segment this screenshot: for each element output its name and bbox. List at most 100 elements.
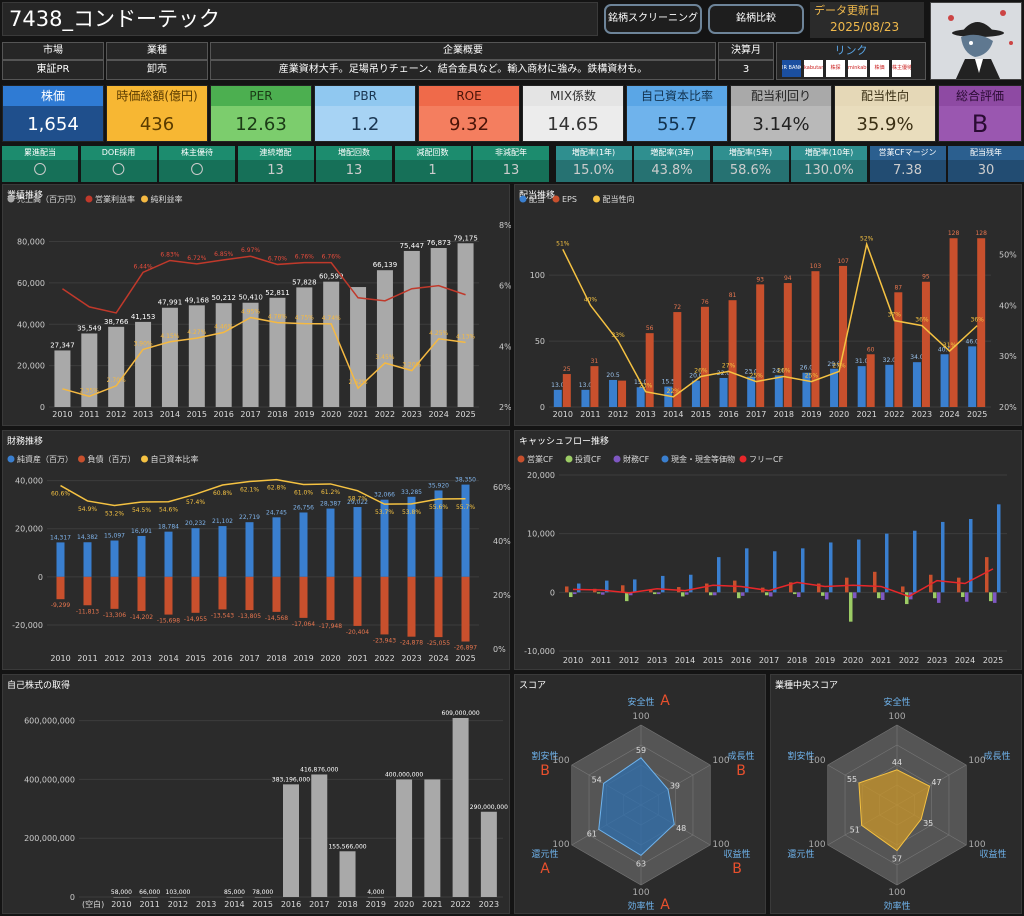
x-tick: 2017 bbox=[240, 410, 260, 419]
x-tick: 2021 bbox=[871, 656, 891, 665]
compare-button[interactable]: 銘柄比較 bbox=[708, 4, 804, 34]
y-tick: 40,000 bbox=[17, 320, 45, 329]
market-value: 東証PR bbox=[2, 60, 104, 80]
sales-bar bbox=[430, 248, 447, 407]
x-tick: 2025 bbox=[967, 410, 987, 419]
y-tick: 600,000,000 bbox=[24, 717, 75, 726]
cf-bar-op bbox=[705, 583, 709, 593]
market-label: 市場 bbox=[2, 42, 104, 60]
x-tick: 2022 bbox=[450, 900, 470, 909]
x-tick: 2017 bbox=[759, 656, 779, 665]
x-tick: 2010 bbox=[52, 410, 72, 419]
y-tick: -10,000 bbox=[524, 647, 555, 656]
eps-bar bbox=[673, 312, 682, 407]
dividend-label: 13.0 bbox=[551, 382, 565, 389]
bar-label: 50,410 bbox=[238, 294, 263, 302]
net-label: 4.78% bbox=[268, 314, 287, 321]
kpi-9: 総合評価 B bbox=[938, 85, 1022, 142]
x-tick: 2017 bbox=[746, 410, 766, 419]
x-tick: 2019 bbox=[801, 410, 821, 419]
cf-bar-cash bbox=[577, 583, 581, 593]
y2-tick: 6% bbox=[499, 282, 511, 291]
legend-dot bbox=[565, 455, 573, 463]
x-tick: 2024 bbox=[939, 410, 959, 419]
cf-bar-fin bbox=[713, 592, 717, 596]
bar-label: 79,175 bbox=[453, 234, 478, 242]
net-label: 2.62% bbox=[349, 379, 368, 386]
cf-bar-op bbox=[873, 571, 877, 593]
stat-2: 株主優待〇 bbox=[159, 146, 235, 182]
link-1[interactable]: kabutan bbox=[804, 60, 823, 77]
kpi-label: 総合評価 bbox=[939, 86, 1021, 106]
kpi-2: PER 12.63 bbox=[210, 85, 312, 142]
radar-axis-label: 成長性 bbox=[727, 750, 754, 762]
net-assets-bar bbox=[272, 517, 281, 577]
y-tick: 0 bbox=[38, 573, 43, 582]
x-tick: 2019 bbox=[294, 410, 314, 419]
radar-value: 55 bbox=[847, 775, 857, 784]
net-assets-label: 22,719 bbox=[239, 514, 260, 521]
net-assets-bar bbox=[137, 535, 146, 577]
x-tick: 2024 bbox=[429, 410, 449, 419]
payout-label: 40% bbox=[584, 296, 598, 303]
x-tick: 2021 bbox=[422, 900, 442, 909]
liability-bar bbox=[380, 576, 389, 635]
op-label: 6.76% bbox=[322, 254, 341, 261]
stat-label: 営業CFマージン bbox=[869, 146, 946, 160]
net-assets-label: 14,382 bbox=[77, 534, 98, 541]
link-5[interactable]: 株主優待 bbox=[892, 60, 911, 77]
y2-tick: 40% bbox=[493, 537, 511, 546]
performance-chart: 売上高（百万円） 営業利益率 純利益率 0 20,000 40,000 60,000 80,0… bbox=[7, 194, 511, 419]
x-tick: 2013 bbox=[636, 410, 656, 419]
buyback-bar bbox=[254, 896, 271, 898]
sales-bar bbox=[108, 326, 125, 407]
net-assets-bar bbox=[434, 490, 443, 577]
legend-dot bbox=[552, 195, 560, 203]
payout-label: 27% bbox=[832, 362, 846, 369]
x-tick: 2016 bbox=[718, 410, 738, 419]
stat-value: 30 bbox=[948, 160, 1024, 182]
legend-label: 財務CF bbox=[623, 454, 650, 464]
dividend-panel: 配当推移 配当 EPS 配当性向 0 50 100 20% 30% 40% 50% 2010 13.0… bbox=[514, 184, 1022, 426]
link-0[interactable]: IR BANK bbox=[782, 60, 801, 77]
ratio-label: 53.2% bbox=[105, 511, 124, 518]
stat-value: 15.0% bbox=[555, 160, 632, 182]
liability-bar bbox=[407, 576, 416, 637]
y-tick: 0 bbox=[40, 403, 45, 412]
x-tick: 2013 bbox=[131, 654, 151, 663]
net-assets-bar bbox=[353, 507, 362, 577]
stat-label: 増配率(5年) bbox=[712, 146, 789, 160]
y-tick: -20,000 bbox=[12, 621, 43, 630]
link-4[interactable]: 株価 bbox=[870, 60, 889, 77]
x-tick: 2015 bbox=[185, 654, 205, 663]
radar-max-label: 100 bbox=[552, 840, 569, 850]
x-tick: 2013 bbox=[196, 900, 216, 909]
stat-value: 1 bbox=[394, 160, 471, 182]
link-3[interactable]: minkabu bbox=[848, 60, 867, 77]
buyback-bar bbox=[396, 779, 413, 897]
net-margin-line bbox=[62, 316, 466, 398]
radar-value: 59 bbox=[636, 746, 646, 755]
stat-value: 43.8% bbox=[634, 160, 710, 182]
link-2[interactable]: 株探 bbox=[826, 60, 845, 77]
legend-label: 現金・現金等価物 bbox=[671, 454, 735, 464]
stat-label: 累進配当 bbox=[2, 146, 78, 160]
ratio-label: 57.4% bbox=[186, 499, 205, 506]
net-label: 4.25% bbox=[429, 330, 448, 337]
bar-label: 35,549 bbox=[77, 324, 102, 332]
x-tick: 2013 bbox=[647, 656, 667, 665]
character-illustration bbox=[931, 3, 1021, 79]
y-tick: 40,000 bbox=[15, 477, 43, 486]
kpi-value: 1,654 bbox=[27, 114, 79, 135]
buyback-bar bbox=[113, 896, 130, 898]
dividend-label: 24.0 bbox=[772, 367, 786, 374]
buyback-bar bbox=[283, 784, 299, 897]
x-tick: 2020 bbox=[843, 656, 863, 665]
screening-button[interactable]: 銘柄スクリーニング bbox=[604, 4, 702, 34]
payout-label: 22% bbox=[667, 388, 681, 395]
buyback-label: 383,196,000 bbox=[272, 776, 310, 783]
liability-label: -9,299 bbox=[51, 602, 71, 609]
bar-label: 50,212 bbox=[211, 294, 236, 302]
kpi-7: 配当利回り 3.14% bbox=[730, 85, 832, 142]
ratio-label: 53.7% bbox=[375, 509, 394, 516]
